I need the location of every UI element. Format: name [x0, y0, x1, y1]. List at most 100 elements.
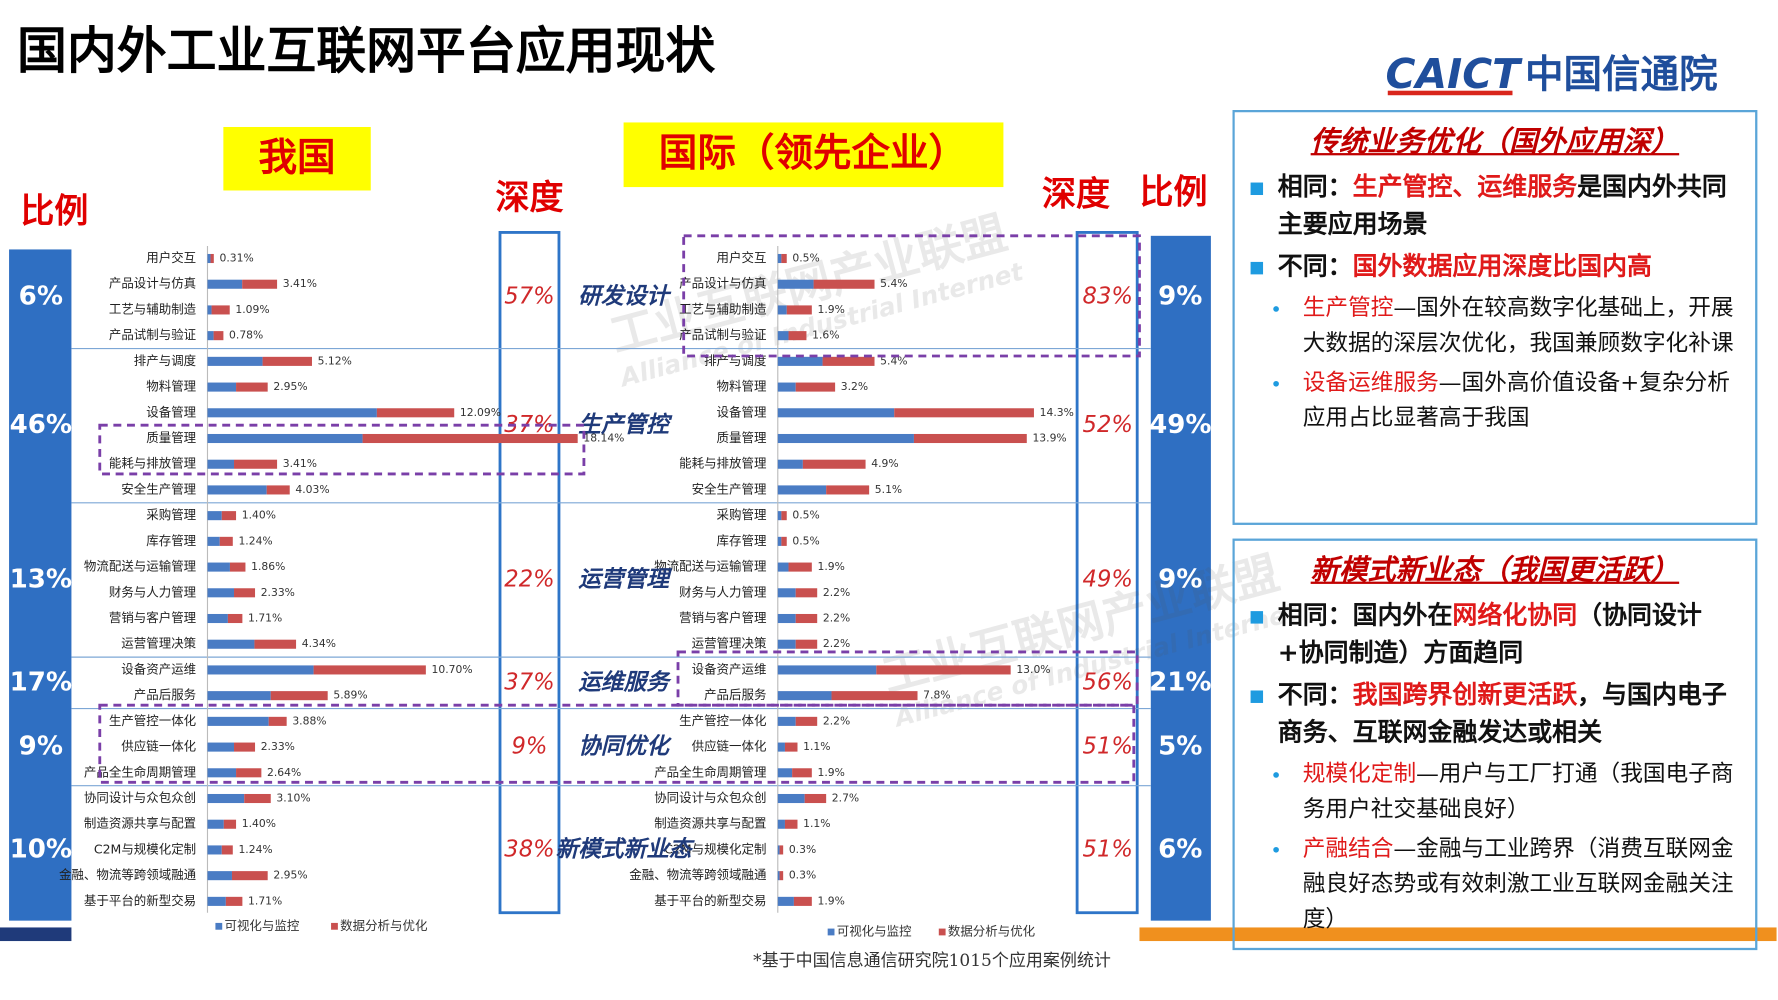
- panel-title: 新模式新业态（我国更活跃）: [1310, 553, 1680, 587]
- domestic-ratio: 17%: [10, 667, 72, 697]
- bar-segment: [207, 253, 211, 264]
- bar-segment: [777, 691, 832, 701]
- bar-segment: [207, 562, 230, 572]
- category-label: 能耗与排放管理: [109, 456, 197, 471]
- group-name: 研发设计: [578, 284, 672, 310]
- category-label: 产品后服务: [134, 687, 196, 702]
- category-label: 财务与人力管理: [679, 584, 767, 599]
- bar-segment: [777, 331, 789, 341]
- bar-segment: [313, 665, 426, 675]
- category-label: 生产管控一体化: [679, 713, 766, 728]
- sub-marker: [1273, 380, 1279, 387]
- total-label: 1.9%: [817, 894, 844, 907]
- bar-segment: [777, 305, 787, 315]
- bullet-rest: 是国内外共同主要应用场景: [1277, 173, 1727, 240]
- bar-segment: [229, 562, 246, 572]
- sub-rest: —金融与工业跨界（消费互联网金融良好态势或有效刺激工业互联网金融关注度）: [1302, 834, 1734, 932]
- highlight-box: [676, 650, 1139, 707]
- bar-segment: [777, 356, 823, 366]
- total-label: 1.1%: [803, 817, 830, 830]
- total-label: 1.09%: [235, 303, 269, 316]
- bar-segment: [777, 793, 805, 804]
- category-label: 产品试制与验证: [109, 327, 196, 342]
- bar-segment: [784, 819, 798, 829]
- bar-segment: [777, 511, 782, 521]
- category-label: 设备管理: [146, 404, 196, 419]
- highlight-box: [98, 423, 586, 476]
- bar-segment: [777, 459, 803, 469]
- bar-segment: [777, 253, 782, 264]
- bar-segment: [236, 768, 262, 778]
- sub-marker: [1273, 772, 1279, 778]
- bullet-rest: ，与国内电子商务、互联网金融发达或相关: [1277, 681, 1727, 748]
- bar-segment: [786, 305, 812, 315]
- total-label: 2.33%: [261, 740, 295, 753]
- category-label: 排产与调度: [134, 353, 196, 368]
- total-label: 7.8%: [923, 689, 950, 702]
- total-label: 4.9%: [871, 457, 898, 470]
- domestic-ratio: 10%: [10, 834, 72, 864]
- domestic-ratio: 6%: [19, 282, 63, 312]
- bullet: 不同：国外数据应用深度比国内高: [1246, 248, 1744, 285]
- category-label: 产品试制与验证: [679, 327, 766, 342]
- bar-segment: [813, 279, 875, 289]
- total-label: 1.6%: [812, 329, 839, 342]
- international-ratio: 21%: [1149, 667, 1211, 697]
- bar-segment: [262, 356, 312, 366]
- total-label: 1.9%: [817, 766, 844, 779]
- footer-bar: [0, 927, 72, 942]
- total-label: 13.9%: [1032, 432, 1066, 445]
- depth-box: [498, 231, 561, 915]
- sub-bullet: 设备运维服务—国外高价值设备+复杂分析应用占比显著高于我国: [1246, 365, 1744, 435]
- bar-segment: [784, 742, 798, 752]
- bar-segment: [894, 408, 1034, 418]
- bar-segment: [207, 871, 232, 881]
- total-label: 1.86%: [251, 560, 285, 573]
- legend-label: 可视化与监控: [224, 918, 299, 933]
- total-label: 0.31%: [219, 252, 253, 265]
- bar-segment: [876, 665, 1011, 675]
- bar-segment: [207, 742, 235, 752]
- sub-highlight: 生产管控: [1302, 293, 1394, 321]
- total-label: 4.03%: [295, 483, 329, 496]
- category-label: 营销与客户管理: [679, 610, 767, 625]
- sub-rest: —用户与工厂打通（我国电子商务用户社交基础良好）: [1302, 759, 1734, 823]
- category-label: 物料管理: [717, 379, 767, 394]
- legend-swatch: [938, 928, 946, 936]
- legend-label: 可视化与监控: [837, 923, 912, 938]
- bullet-marker: [1250, 261, 1264, 275]
- bar-segment: [225, 896, 243, 906]
- bar-segment: [227, 613, 243, 624]
- domestic-depth: 57%: [504, 284, 554, 310]
- category-label: 制造资源共享与配置: [654, 816, 766, 831]
- bar-segment: [223, 819, 237, 829]
- total-label: 1.40%: [242, 509, 276, 522]
- international-depth: 52%: [1083, 412, 1133, 438]
- bullet-marker: [1250, 690, 1264, 703]
- bullet-lead: 不同：: [1277, 681, 1353, 710]
- total-label: 3.2%: [841, 380, 868, 393]
- bar-segment: [207, 331, 214, 341]
- total-label: 2.2%: [823, 586, 850, 599]
- bullet-marker: [1250, 182, 1264, 196]
- bar-segment: [268, 716, 287, 726]
- total-label: 3.41%: [283, 277, 317, 290]
- ratio-column: [9, 249, 72, 921]
- category-label: 库存管理: [146, 533, 196, 548]
- category-label: 设备资产运维: [121, 661, 196, 676]
- total-label: 0.78%: [229, 329, 263, 342]
- total-label: 0.5%: [792, 252, 819, 265]
- category-label: 金融、物流等跨领域融通: [59, 867, 197, 882]
- total-label: 12.09%: [460, 406, 501, 419]
- bar-segment: [207, 279, 243, 289]
- bar-segment: [779, 871, 784, 881]
- bar-segment: [207, 639, 255, 649]
- category-label: 物流配送与运输管理: [84, 559, 197, 574]
- legend-swatch: [331, 922, 338, 930]
- bullet-highlight: 生产管控、运维服务: [1352, 173, 1578, 202]
- total-label: 2.2%: [823, 612, 850, 625]
- panel-box: 传统业务优化（国外应用深） 相同：生产管控、运维服务是国内外共同主要应用场景 不同：…: [1232, 109, 1758, 525]
- total-label: 2.2%: [823, 714, 850, 727]
- domestic-depth: 22%: [504, 566, 554, 592]
